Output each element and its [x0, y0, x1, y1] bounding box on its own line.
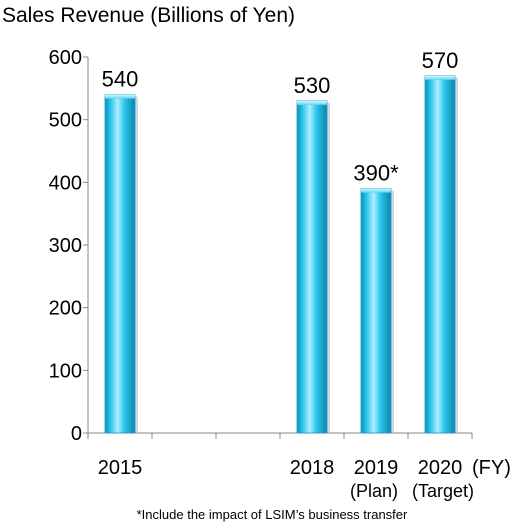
bar-value-label: 540	[102, 67, 139, 92]
bar	[360, 188, 394, 434]
x-axis: 2015 2018 2019(Plan) 2020(Target)	[87, 432, 474, 501]
bar-body	[296, 100, 328, 434]
y-tick-label: 400	[49, 172, 82, 194]
y-tick-label: 100	[49, 360, 82, 382]
x-tick-label: 2020	[418, 457, 463, 479]
y-tick-label: 600	[49, 47, 82, 69]
x-tick-sublabel: (Target)	[412, 481, 474, 501]
bar-cap	[297, 100, 327, 105]
bar-value-label: 570	[422, 48, 459, 73]
x-tick-sublabel: (Plan)	[350, 481, 398, 501]
bar-body	[104, 94, 136, 434]
bar	[424, 75, 458, 434]
bar-body	[424, 75, 456, 434]
bars	[104, 75, 458, 434]
bar-value-label: 390*	[353, 161, 399, 186]
value-labels: 540 530 390* 570	[102, 48, 459, 186]
bar	[296, 100, 330, 434]
bar-cap	[425, 75, 455, 80]
chart-title: Sales Revenue (Billions of Yen)	[2, 4, 295, 27]
x-axis-unit: (FY)	[472, 457, 511, 479]
y-axis: 0 100 200 300 400 500 600	[49, 47, 89, 445]
bar-cap	[105, 94, 135, 99]
bar	[104, 94, 138, 434]
y-tick-label: 300	[49, 235, 82, 257]
y-tick-label: 0	[71, 423, 82, 445]
x-tick-label: 2019	[354, 457, 399, 479]
x-tick-label: 2015	[98, 457, 143, 479]
bar-body	[360, 188, 392, 434]
y-tick-label: 200	[49, 298, 82, 320]
bar-cap	[361, 188, 391, 193]
bar-value-label: 530	[294, 73, 331, 98]
footnote: *Include the impact of LSIM’s business t…	[137, 507, 408, 522]
x-tick-label: 2018	[290, 457, 335, 479]
y-tick-label: 500	[49, 110, 82, 132]
